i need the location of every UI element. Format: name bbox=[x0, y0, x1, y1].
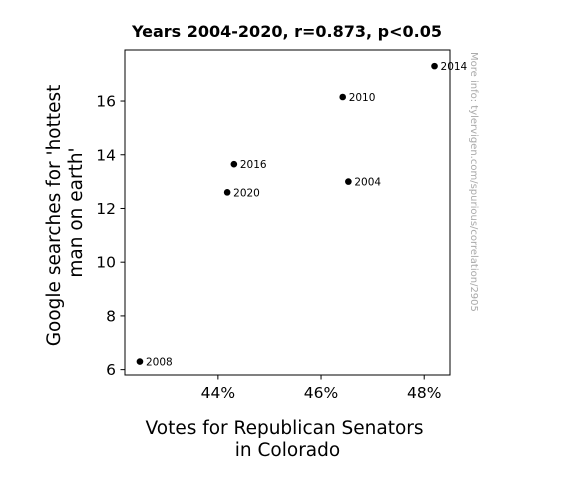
data-point-2004 bbox=[345, 178, 352, 185]
data-point-2020 bbox=[223, 189, 231, 196]
x-axis-ticks: 44% 46% 48% bbox=[201, 375, 441, 402]
x-tick-label: 46% bbox=[304, 384, 338, 402]
data-point-label: 2008 bbox=[146, 357, 173, 369]
data-point-2014 bbox=[431, 62, 438, 70]
plot-area-frame bbox=[124, 49, 451, 376]
x-axis-label-line-2: in Colorado bbox=[235, 440, 340, 461]
y-tick-label: 8 bbox=[106, 307, 116, 325]
data-point-2008 bbox=[136, 358, 144, 365]
data-point-2016 bbox=[230, 160, 238, 168]
data-point-label: 2014 bbox=[441, 61, 468, 73]
x-tick-label: 48% bbox=[407, 384, 441, 402]
chart-title: Years 2004-2020, r=0.873, p<0.05 bbox=[131, 22, 442, 41]
data-point-label: 2010 bbox=[349, 92, 376, 104]
y-tick-label: 10 bbox=[96, 254, 116, 272]
x-axis-label-line-1: Votes for Republican Senators bbox=[146, 418, 424, 439]
y-tick-label: 14 bbox=[96, 146, 116, 164]
data-point-2010 bbox=[339, 93, 346, 101]
x-axis-label: Votes for Republican Senators in Colorad… bbox=[146, 418, 430, 461]
y-axis-label: Google searches for 'hottest man on eart… bbox=[44, 79, 87, 347]
data-point-label: 2020 bbox=[233, 187, 260, 199]
y-tick-label: 6 bbox=[106, 361, 116, 379]
x-tick-label: 44% bbox=[201, 384, 235, 402]
y-axis-label-line-2: man on earth' bbox=[66, 147, 87, 277]
data-point-label: 2016 bbox=[240, 159, 267, 171]
y-axis-ticks: 6 8 10 12 14 16 bbox=[96, 93, 125, 379]
y-tick-label: 16 bbox=[96, 93, 116, 111]
data-points: 2004 2008 2010 2014 2016 2020 bbox=[136, 61, 468, 369]
y-axis-label-line-1: Google searches for 'hottest bbox=[44, 85, 65, 347]
y-tick-label: 12 bbox=[96, 200, 116, 218]
data-point-label: 2004 bbox=[354, 177, 381, 189]
watermark-text: More info: tylervigen.com/spurious/corre… bbox=[468, 52, 479, 312]
